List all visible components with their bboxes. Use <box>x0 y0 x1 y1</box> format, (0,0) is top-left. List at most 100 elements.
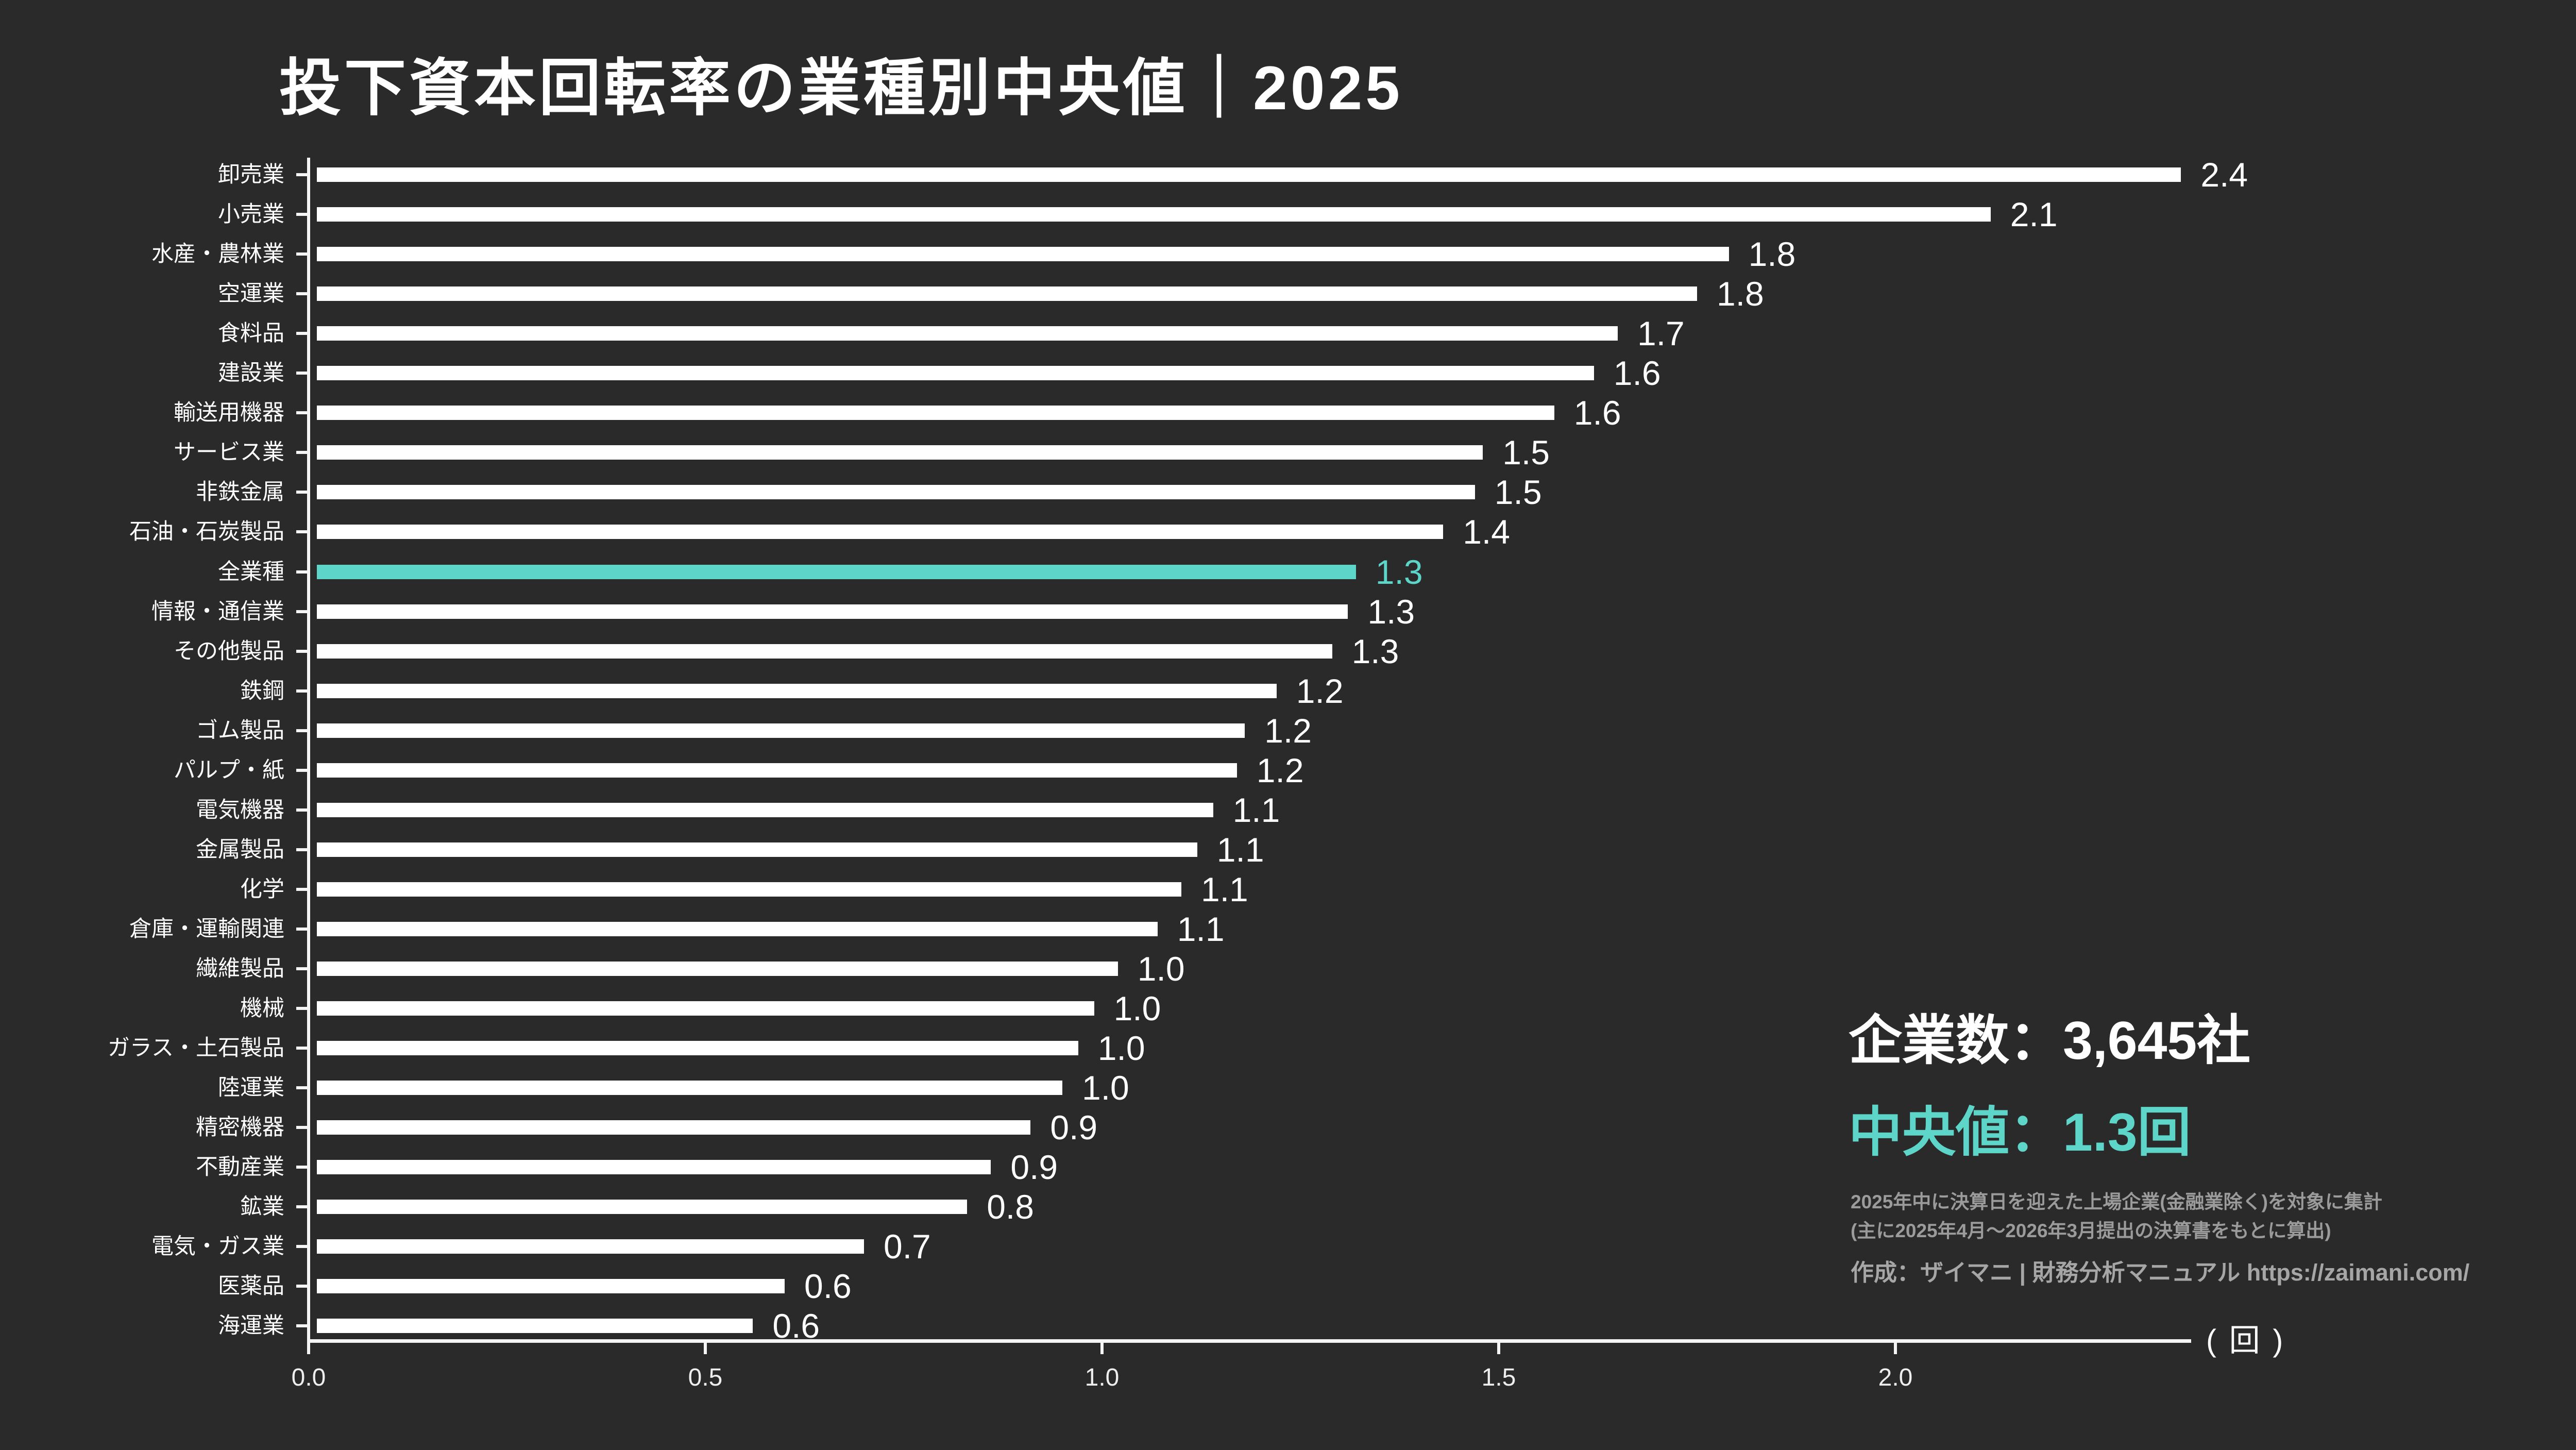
bar <box>317 1120 1031 1135</box>
category-label: 卸売業 <box>218 162 284 187</box>
category-label: 不動産業 <box>196 1155 284 1180</box>
y-axis-tick <box>296 1205 307 1209</box>
category-label: サービス業 <box>174 440 284 465</box>
y-axis-tick <box>296 887 307 891</box>
bar <box>317 406 1554 420</box>
bar <box>317 802 1213 817</box>
value-label: 1.1 <box>1216 830 1264 869</box>
value-label: 0.7 <box>884 1227 931 1266</box>
category-label: 全業種 <box>218 559 284 584</box>
credit-line: 作成：ザイマニ | 財務分析マニュアル https://zaimani.com/ <box>1851 1259 2470 1286</box>
footnote-line-2: (主に2025年4月～2026年3月提出の決算書をもとに算出) <box>1851 1220 2331 1241</box>
bar <box>317 1160 991 1175</box>
bar <box>317 207 1991 222</box>
category-label: 水産・農林業 <box>151 242 284 267</box>
category-label: 電気機器 <box>196 797 284 822</box>
value-label: 1.0 <box>1082 1069 1129 1107</box>
y-axis-tick <box>296 649 307 653</box>
y-axis-tick <box>296 768 307 772</box>
value-label: 0.9 <box>1010 1148 1058 1187</box>
bar <box>317 1041 1078 1056</box>
category-label: 小売業 <box>218 202 284 227</box>
value-label: 1.0 <box>1137 950 1185 988</box>
median-value-text: 中央値：1.3回 <box>1849 1103 2191 1162</box>
bar <box>317 286 1697 301</box>
category-label: その他製品 <box>174 638 284 664</box>
y-axis-tick <box>296 451 307 454</box>
bar <box>317 763 1237 778</box>
bar <box>317 1001 1094 1016</box>
bar-highlighted <box>317 564 1356 579</box>
y-axis-tick <box>296 689 307 693</box>
y-axis-tick <box>296 292 307 296</box>
value-label: 1.5 <box>1494 473 1542 512</box>
value-label: 1.2 <box>1256 751 1304 789</box>
y-axis-tick <box>296 1007 307 1010</box>
value-label: 1.8 <box>1717 275 1764 313</box>
value-label: 1.4 <box>1463 513 1510 551</box>
x-axis-line <box>307 1339 2191 1343</box>
y-axis-tick <box>296 530 307 534</box>
bar <box>317 921 1158 936</box>
x-axis-tick <box>1894 1343 1897 1354</box>
category-label: 化学 <box>240 876 284 902</box>
value-label: 1.1 <box>1177 909 1225 948</box>
x-axis-tick <box>307 1343 310 1354</box>
bar <box>317 1279 785 1294</box>
x-axis-tick <box>1497 1343 1500 1354</box>
bar <box>317 1319 753 1334</box>
value-label: 1.6 <box>1573 394 1621 432</box>
bar <box>317 962 1118 976</box>
value-label: 1.3 <box>1367 592 1415 631</box>
y-axis-tick <box>296 491 307 494</box>
bar <box>317 842 1197 857</box>
value-label: 0.8 <box>987 1188 1034 1226</box>
y-axis-tick <box>296 252 307 256</box>
category-label: 医薬品 <box>218 1274 284 1299</box>
bar <box>317 247 1729 262</box>
value-label: 1.7 <box>1637 314 1685 353</box>
chart-title: 投下資本回転率の業種別中央値｜2025 <box>279 54 1403 123</box>
category-label: 非鉄金属 <box>196 480 284 505</box>
value-label: 1.0 <box>1113 989 1161 1028</box>
company-count-text: 企業数：3,645社 <box>1849 1011 2251 1071</box>
value-label: 1.1 <box>1201 870 1248 908</box>
x-axis-unit-label: ( 回 ) <box>2206 1323 2285 1358</box>
value-label: 1.3 <box>1375 552 1423 591</box>
category-label: 鉱業 <box>240 1194 284 1220</box>
y-axis-tick <box>296 173 307 176</box>
y-axis-tick <box>296 411 307 415</box>
value-label: 2.4 <box>2200 156 2248 194</box>
footnote-line-1: 2025年中に決算日を迎えた上場企業(金融業除く)を対象に集計 <box>1851 1191 2382 1212</box>
category-label: 陸運業 <box>218 1075 284 1101</box>
category-label: パルプ・紙 <box>174 757 284 783</box>
category-label: 倉庫・運輸関連 <box>129 916 284 941</box>
category-label: 食料品 <box>218 321 284 346</box>
value-label: 1.2 <box>1264 711 1312 750</box>
x-axis-tick <box>704 1343 707 1354</box>
bar <box>317 882 1181 897</box>
y-axis-tick <box>296 1166 307 1169</box>
y-axis-tick <box>296 1047 307 1050</box>
category-label: 海運業 <box>218 1313 284 1339</box>
bar <box>317 604 1348 619</box>
x-axis-tick <box>1100 1343 1104 1354</box>
value-label: 1.0 <box>1097 1029 1145 1068</box>
value-label: 0.6 <box>804 1267 852 1306</box>
category-label: 機械 <box>240 996 284 1021</box>
value-label: 1.1 <box>1232 790 1280 829</box>
category-label: 繊維製品 <box>196 956 284 981</box>
x-axis-tick-label: 0.5 <box>688 1364 723 1391</box>
value-label: 1.2 <box>1296 671 1344 710</box>
category-label: 金属製品 <box>196 837 284 862</box>
bar <box>317 723 1245 738</box>
category-label: 鉄鋼 <box>240 678 284 703</box>
category-label: 石油・石炭製品 <box>129 519 284 545</box>
y-axis-tick <box>296 332 307 335</box>
value-label: 1.5 <box>1502 433 1550 472</box>
category-label: 電気・ガス業 <box>151 1234 284 1259</box>
category-label: 空運業 <box>218 281 284 307</box>
bar <box>317 683 1277 698</box>
y-axis-tick <box>296 1245 307 1249</box>
